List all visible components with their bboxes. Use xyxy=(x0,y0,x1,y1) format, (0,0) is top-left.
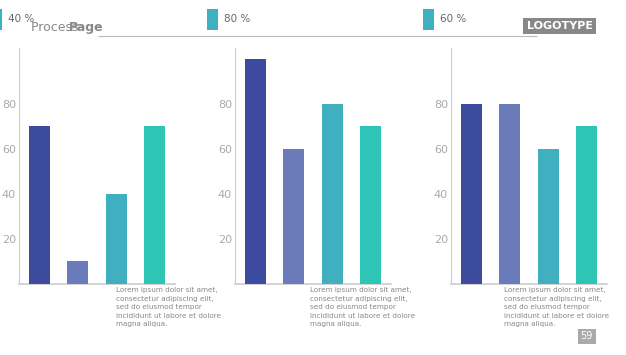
Bar xyxy=(576,126,597,284)
FancyBboxPatch shape xyxy=(207,9,218,30)
Bar xyxy=(360,126,381,284)
Text: Process: Process xyxy=(31,21,82,34)
Bar xyxy=(245,59,266,284)
Text: Lorem ipsum dolor sit amet,
consectetur adipiscing elit,
sed do eiusmod tempor
i: Lorem ipsum dolor sit amet, consectetur … xyxy=(310,287,415,327)
Text: Lorem ipsum dolor sit amet,
consectetur adipiscing elit,
sed do eiusmod tempor
i: Lorem ipsum dolor sit amet, consectetur … xyxy=(116,287,221,327)
Bar xyxy=(322,104,342,284)
Bar xyxy=(106,194,126,284)
Text: Lorem ipsum dolor sit amet,
consectetur adipiscing elit,
sed do eiusmod tempor
i: Lorem ipsum dolor sit amet, consectetur … xyxy=(505,287,609,327)
FancyBboxPatch shape xyxy=(0,9,1,30)
Bar xyxy=(68,261,88,284)
Text: 80 %: 80 % xyxy=(224,15,250,24)
Text: LOGOTYPE: LOGOTYPE xyxy=(526,21,592,31)
Text: Page: Page xyxy=(69,21,103,34)
Bar xyxy=(538,149,558,284)
Bar xyxy=(284,149,304,284)
Bar xyxy=(461,104,482,284)
Bar xyxy=(29,126,50,284)
FancyBboxPatch shape xyxy=(423,9,433,30)
Text: 59: 59 xyxy=(580,331,593,342)
Text: 40 %: 40 % xyxy=(8,15,34,24)
Text: 60 %: 60 % xyxy=(439,15,466,24)
Bar xyxy=(500,104,520,284)
Bar xyxy=(144,126,165,284)
